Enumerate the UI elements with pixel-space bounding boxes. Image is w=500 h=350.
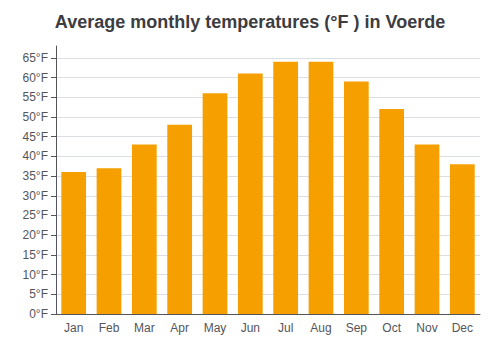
svg-text:Mar: Mar xyxy=(134,321,155,335)
svg-text:Aug: Aug xyxy=(310,321,331,335)
svg-text:55°F: 55°F xyxy=(23,90,48,104)
svg-text:40°F: 40°F xyxy=(23,149,48,163)
svg-text:Feb: Feb xyxy=(99,321,120,335)
svg-text:65°F: 65°F xyxy=(23,51,48,65)
svg-text:Oct: Oct xyxy=(382,321,401,335)
svg-text:35°F: 35°F xyxy=(23,169,48,183)
svg-text:Average monthly temperatures (: Average monthly temperatures (°F ) in Vo… xyxy=(55,12,445,32)
svg-text:20°F: 20°F xyxy=(23,228,48,242)
svg-text:30°F: 30°F xyxy=(23,189,48,203)
svg-text:Jun: Jun xyxy=(241,321,260,335)
svg-text:Dec: Dec xyxy=(452,321,473,335)
svg-text:45°F: 45°F xyxy=(23,130,48,144)
svg-text:25°F: 25°F xyxy=(23,208,48,222)
svg-text:5°F: 5°F xyxy=(29,287,48,301)
svg-text:Apr: Apr xyxy=(170,321,189,335)
svg-text:50°F: 50°F xyxy=(23,110,48,124)
svg-text:0°F: 0°F xyxy=(29,307,48,321)
svg-text:Nov: Nov xyxy=(416,321,437,335)
svg-text:15°F: 15°F xyxy=(23,248,48,262)
svg-text:60°F: 60°F xyxy=(23,71,48,85)
svg-text:Jan: Jan xyxy=(64,321,83,335)
svg-text:May: May xyxy=(204,321,227,335)
svg-text:10°F: 10°F xyxy=(23,268,48,282)
svg-text:Sep: Sep xyxy=(346,321,368,335)
svg-text:Jul: Jul xyxy=(278,321,293,335)
